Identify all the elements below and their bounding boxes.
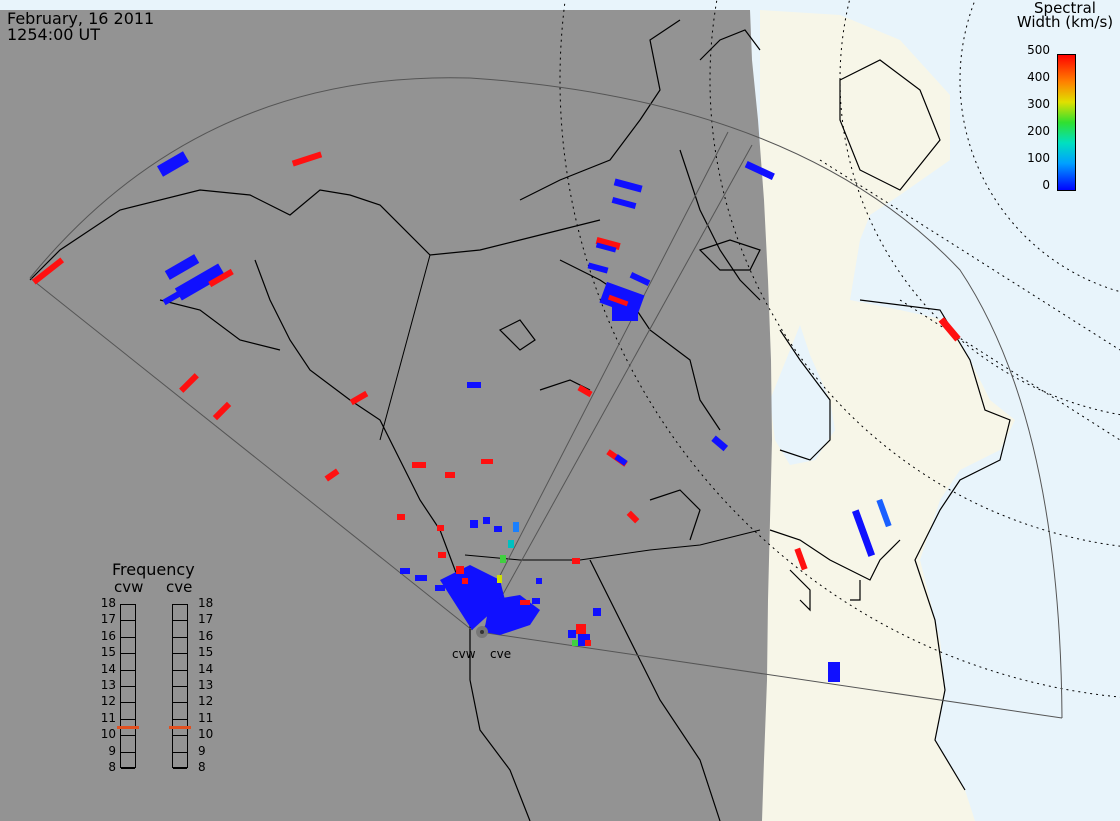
frequency-cell [173,654,187,671]
frequency-cell [173,720,187,737]
site-label-cve: cve [490,647,512,661]
site-label-cvw: cvw [452,647,476,661]
frequency-radar-left: cvw [114,578,144,596]
frequency-marker [117,725,139,729]
frequency-level-label: 12 [100,694,116,709]
frequency-cell [121,654,135,671]
latitude-grid [559,0,1120,698]
frequency-cell [121,736,135,753]
frequency-cell [173,621,187,638]
legend-tick: 100 [1027,151,1050,165]
frequency-column-cvw [117,604,139,769]
date-label: February, 16 2011 [7,9,155,28]
frequency-level-label: 12 [198,694,214,709]
frequency-level-label: 15 [198,645,214,660]
legend-tick: 500 [1027,43,1050,57]
frequency-cell [121,638,135,655]
frequency-level-label: 11 [198,710,214,725]
frequency-level-label: 10 [198,727,214,742]
frequency-marker [169,725,191,729]
backscatter-data [31,151,961,682]
frequency-cell [173,687,187,704]
frequency-title: Frequency [112,560,195,579]
frequency-cell [173,736,187,753]
frequency-cell [173,671,187,687]
field-of-view [29,77,1063,719]
frequency-cell [173,703,187,720]
frequency-cell [173,605,187,622]
frequency-level-label: 17 [100,612,116,627]
frequency-radar-right: cve [166,578,193,596]
frequency-level-label: 16 [198,628,214,643]
legend-tick: 0 [1042,178,1050,192]
frequency-cell [121,687,135,704]
frequency-cell [121,621,135,638]
frequency-level-label: 10 [100,727,116,742]
legend-tick: 300 [1027,97,1050,111]
frequency-cell [121,671,135,687]
frequency-cell [121,720,135,737]
coastlines [29,19,1011,821]
day-land [760,10,1015,821]
frequency-level-label: 13 [198,678,214,692]
legend-title-line2: Width (km/s) [1016,13,1114,31]
frequency-column-cve [169,604,191,769]
frequency-level-label: 14 [198,661,214,676]
frequency-level-label: 8 [108,760,116,774]
frequency-level-label: 9 [198,743,206,758]
frequency-cell [121,703,135,720]
legend-tick: 400 [1027,70,1050,84]
color-scale-bar [1057,54,1076,191]
frequency-cell [121,753,135,769]
legend-tick: 200 [1027,124,1050,138]
frequency-level-label: 13 [100,678,116,692]
frequency-level-label: 18 [100,596,116,610]
borders [379,254,761,561]
legend-title-line1: Spectral [1034,0,1096,17]
frequency-level-label: 15 [100,645,116,660]
night-region [0,10,772,821]
time-label: 1254:00 UT [7,25,101,44]
frequency-level-label: 8 [198,760,206,774]
frequency-level-label: 17 [198,612,214,627]
frequency-level-label: 16 [100,628,116,643]
frequency-level-label: 14 [100,661,116,676]
frequency-cell [173,753,187,769]
hudson-bay-day [770,325,835,465]
frequency-cell [173,638,187,655]
frequency-level-label: 18 [198,596,214,610]
frequency-cell [121,605,135,622]
frequency-level-label: 9 [108,743,116,758]
frequency-level-label: 11 [100,710,116,725]
